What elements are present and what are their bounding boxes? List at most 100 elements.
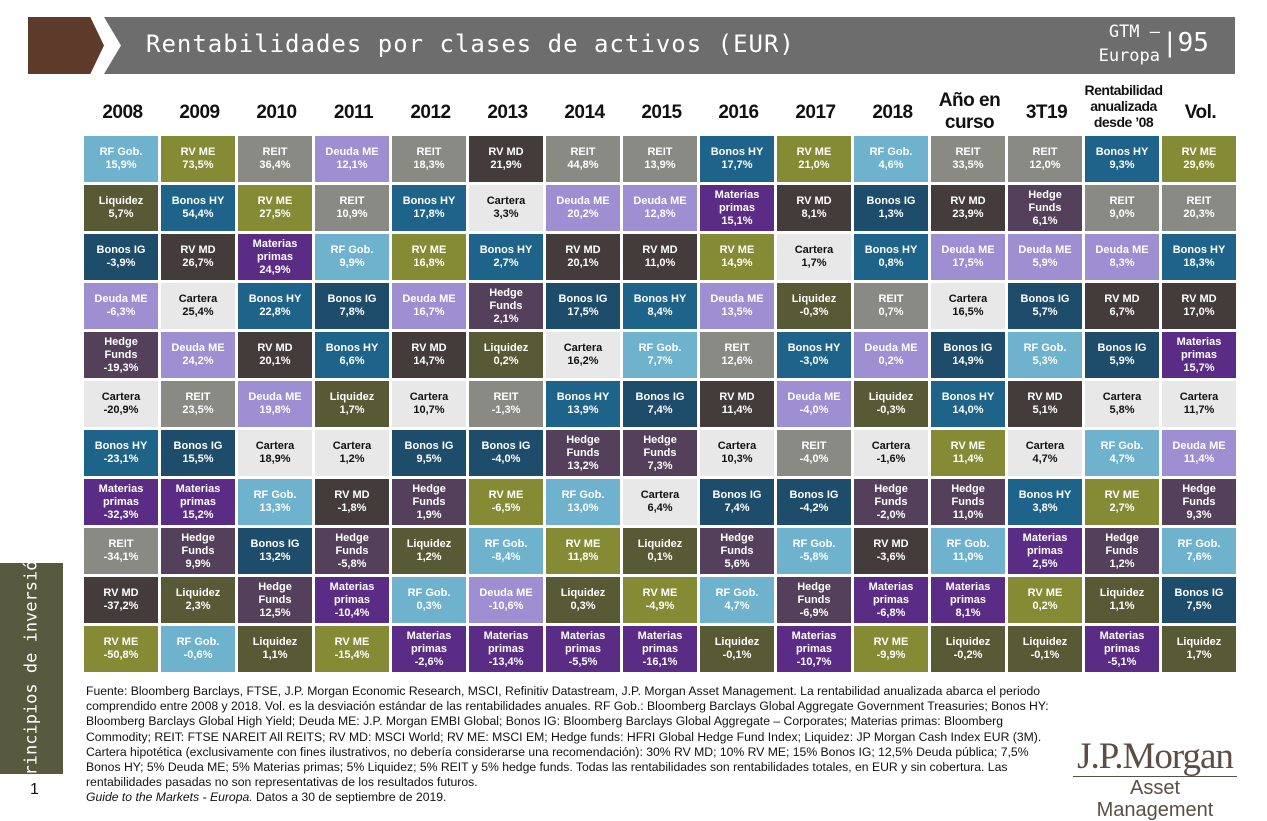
- asset-label: RF Gob.: [792, 538, 836, 550]
- table-cell: RF Gob. 4,7%: [700, 577, 774, 623]
- table-cell: Bonos HY 0,8%: [854, 234, 928, 280]
- table-cell: Deuda ME -4,0%: [777, 381, 851, 427]
- asset-return: 5,9%: [1109, 355, 1135, 367]
- asset-return: -5,5%: [568, 655, 598, 668]
- asset-return: 15,1%: [721, 214, 753, 227]
- asset-label: REIT: [416, 146, 442, 158]
- table-cell: Bonos IG 7,4%: [700, 479, 774, 525]
- asset-return: 13,5%: [721, 306, 753, 318]
- asset-label: RV MD: [950, 195, 986, 207]
- table-cell: Liquidez 1,7%: [1162, 626, 1236, 672]
- table-cell: Hedge Funds -6,9%: [777, 577, 851, 623]
- asset-return: -1,3%: [491, 404, 521, 416]
- table-cell: Deuda ME -6,3%: [84, 283, 158, 329]
- table-cell: RV ME 14,9%: [700, 234, 774, 280]
- table-cell: Liquidez -0,1%: [700, 626, 774, 672]
- asset-label: Bonos IG: [327, 293, 377, 305]
- table-cell: Deuda ME 24,2%: [161, 332, 235, 378]
- asset-return: 15,5%: [182, 453, 214, 465]
- table-cell: RV ME 21,0%: [777, 136, 851, 182]
- asset-label: Hedge Funds: [1105, 531, 1139, 557]
- asset-label: Bonos HY: [325, 342, 379, 354]
- asset-return: 18,3%: [1183, 257, 1215, 269]
- asset-return: 3,8%: [1032, 502, 1058, 514]
- table-cell: Cartera -20,9%: [84, 381, 158, 427]
- asset-label: Bonos IG: [1097, 342, 1147, 354]
- asset-label: Liquidez: [1022, 636, 1068, 648]
- asset-label: Liquidez: [1176, 636, 1222, 648]
- asset-return: 7,6%: [1186, 551, 1212, 563]
- table-cell: Bonos HY 2,7%: [469, 234, 543, 280]
- column-header: 2008: [102, 102, 143, 123]
- asset-label: Bonos IG: [481, 440, 531, 452]
- asset-label: RF Gob.: [561, 489, 605, 501]
- asset-return: -20,9%: [103, 404, 139, 416]
- asset-return: 4,7%: [1109, 453, 1135, 465]
- table-cell: Hedge Funds 2,1%: [469, 283, 543, 329]
- table-cell: RV MD 8,1%: [777, 185, 851, 231]
- table-cell: RV ME 0,2%: [1008, 577, 1082, 623]
- asset-return: 16,8%: [413, 257, 445, 269]
- asset-return: 12,0%: [1029, 159, 1061, 171]
- table-cell: RF Gob. 9,9%: [315, 234, 389, 280]
- asset-label: Materias primas: [637, 629, 683, 655]
- asset-label: Bonos HY: [633, 293, 687, 305]
- asset-return: 8,1%: [955, 606, 981, 619]
- asset-return: -2,6%: [414, 655, 444, 668]
- asset-label: RV MD: [257, 342, 293, 354]
- asset-return: 3,3%: [493, 208, 519, 220]
- asset-return: 6,6%: [339, 355, 365, 367]
- asset-return: -2,0%: [876, 508, 906, 521]
- asset-label: Hedge Funds: [1028, 188, 1062, 214]
- table-cell: Hedge Funds -19,3%: [84, 332, 158, 378]
- asset-return: 0,2%: [878, 355, 904, 367]
- table-cell: RF Gob. -8,4%: [469, 528, 543, 574]
- asset-label: REIT: [185, 391, 211, 403]
- asset-label: RF Gob.: [638, 342, 682, 354]
- table-cell: RF Gob. -5,8%: [777, 528, 851, 574]
- table-cell: Materias primas 15,2%: [161, 479, 235, 525]
- asset-return: 5,8%: [1109, 404, 1135, 416]
- table-cell: Cartera 16,2%: [546, 332, 620, 378]
- asset-return: 7,8%: [339, 306, 365, 318]
- table-cell: Deuda ME 5,9%: [1008, 234, 1082, 280]
- table-cell: RV MD 21,9%: [469, 136, 543, 182]
- asset-return: 0,1%: [647, 551, 673, 563]
- asset-label: Hedge Funds: [1182, 482, 1216, 508]
- asset-return: 7,4%: [647, 404, 673, 416]
- asset-label: Cartera: [486, 195, 526, 207]
- asset-label: RV ME: [180, 146, 216, 158]
- asset-return: 9,9%: [185, 557, 211, 570]
- asset-return: 18,3%: [413, 159, 445, 171]
- asset-label: RF Gob.: [1100, 440, 1144, 452]
- table-cell: RV MD 6,7%: [1085, 283, 1159, 329]
- asset-return: 14,9%: [952, 355, 984, 367]
- asset-return: 11,4%: [952, 453, 984, 465]
- asset-return: 27,5%: [259, 208, 291, 220]
- table-cell: Materias primas 8,1%: [931, 577, 1005, 623]
- column-header: 2015: [641, 102, 682, 123]
- table-cell: RF Gob. 7,6%: [1162, 528, 1236, 574]
- asset-label: RV ME: [334, 636, 370, 648]
- asset-label: RF Gob.: [484, 538, 528, 550]
- asset-return: -10,4%: [334, 606, 370, 619]
- table-cell: Cartera 18,9%: [238, 430, 312, 476]
- asset-return: 1,7%: [339, 404, 365, 416]
- asset-return: 13,2%: [567, 459, 599, 472]
- table-cell: Liquidez -0,3%: [854, 381, 928, 427]
- slide-number: 1: [30, 781, 39, 798]
- table-cell: Materias primas 15,1%: [700, 185, 774, 231]
- asset-label: Deuda ME: [171, 342, 225, 354]
- asset-return: 7,4%: [724, 502, 750, 514]
- asset-return: 1,3%: [878, 208, 904, 220]
- asset-return: 2,5%: [1032, 557, 1058, 570]
- asset-return: 15,9%: [105, 159, 137, 171]
- table-cell: REIT 20,3%: [1162, 185, 1236, 231]
- asset-label: Deuda ME: [94, 293, 148, 305]
- asset-return: 15,7%: [1183, 361, 1215, 374]
- asset-return: -8,4%: [491, 551, 521, 563]
- asset-return: 36,4%: [259, 159, 291, 171]
- table-cell: Deuda ME 20,2%: [546, 185, 620, 231]
- asset-label: Deuda ME: [479, 587, 533, 599]
- table-cell: Bonos IG 7,4%: [623, 381, 697, 427]
